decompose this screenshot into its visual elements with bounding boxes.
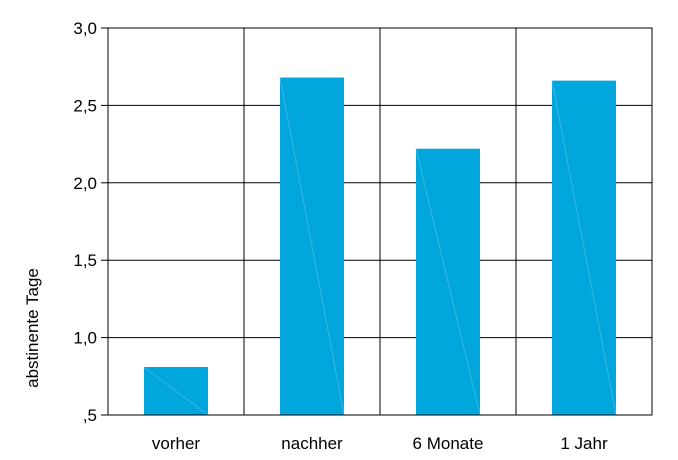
x-tick-label: 6 Monate: [413, 434, 484, 453]
y-axis-ticks: ,5 1,0 1,5 2,0 2,5 3,0: [73, 19, 108, 425]
y-tick-label: 1,5: [73, 251, 97, 270]
y-tick-label: 1,0: [73, 329, 97, 348]
y-axis-label: abstinente Tage: [23, 268, 42, 388]
bar-shade-line: [143, 366, 209, 416]
y-tick-label: 3,0: [73, 19, 97, 38]
bar-shade-line: [279, 77, 345, 416]
x-tick-label: nachher: [281, 434, 343, 453]
frame-layer: [107, 27, 653, 416]
x-tick-label: vorher: [152, 434, 201, 453]
x-axis-ticks: vorher nachher 6 Monate 1 Jahr: [152, 434, 608, 453]
y-tick-label: 2,0: [73, 174, 97, 193]
plot-frame: [107, 27, 653, 416]
bar-shade-line: [551, 80, 617, 416]
bars-layer: [143, 77, 617, 416]
bar-shade-line: [415, 148, 481, 416]
y-tick-label: 2,5: [73, 96, 97, 115]
y-tick-label: ,5: [83, 406, 97, 425]
x-tick-label: 1 Jahr: [560, 434, 608, 453]
